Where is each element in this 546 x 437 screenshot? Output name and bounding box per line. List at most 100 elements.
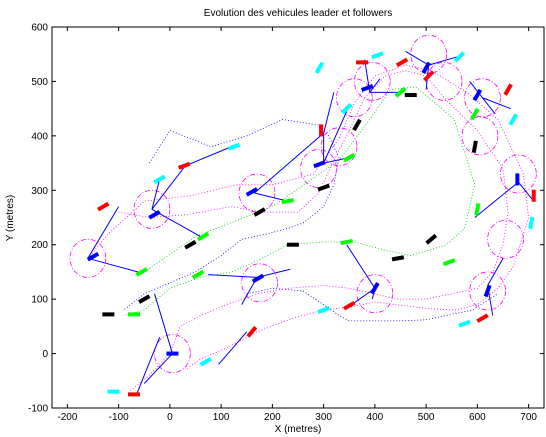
y-tick-label: 100 bbox=[31, 295, 48, 306]
connector-line-18 bbox=[428, 56, 458, 66]
vehicle-cyan-31 bbox=[508, 113, 518, 126]
vehicle-blue-15 bbox=[245, 187, 259, 197]
safety-circle-14 bbox=[356, 274, 394, 314]
vehicle-black-53 bbox=[471, 140, 478, 153]
vehicle-red-3 bbox=[423, 70, 435, 82]
safety-circle-4 bbox=[300, 149, 337, 188]
vehicle-cyan-29 bbox=[153, 174, 166, 185]
vehicle-blue-19 bbox=[472, 88, 483, 102]
connector-line-23 bbox=[517, 181, 535, 202]
connector-line-24 bbox=[487, 258, 504, 286]
vehicle-cyan-35 bbox=[199, 357, 212, 367]
vehicle-cyan-33 bbox=[458, 319, 471, 328]
trajectory-line-1 bbox=[123, 86, 476, 316]
vehicle-blue-13 bbox=[86, 251, 100, 262]
vehicle-green-41 bbox=[340, 238, 353, 246]
vehicle-green-38 bbox=[470, 107, 480, 121]
x-tick-label: -100 bbox=[109, 412, 129, 423]
trajectory-line-4 bbox=[123, 119, 340, 311]
safety-circle-5 bbox=[336, 78, 373, 118]
connector-line-29 bbox=[208, 274, 258, 278]
connector-line-27 bbox=[346, 244, 376, 289]
vehicle-black-50 bbox=[253, 207, 266, 217]
safety-circle-15 bbox=[241, 263, 278, 303]
x-tick-label: 700 bbox=[520, 412, 537, 423]
vehicle-blue-16 bbox=[313, 160, 326, 169]
x-tick-label: 500 bbox=[418, 412, 435, 423]
safety-circle-12 bbox=[487, 219, 524, 259]
connector-line-15 bbox=[369, 78, 381, 93]
y-tick-label: 600 bbox=[31, 23, 48, 34]
vehicle-black-49 bbox=[317, 183, 330, 192]
vehicle-green-47 bbox=[343, 152, 356, 163]
y-tick-label: -100 bbox=[28, 404, 48, 415]
plot-area: -200 -100 0 100 200 300 400 500 600 700 -100 0 100 20… bbox=[28, 23, 545, 423]
connector-line-34 bbox=[218, 331, 248, 365]
connector-line-33 bbox=[143, 353, 173, 384]
vehicle-green-39 bbox=[474, 203, 481, 216]
vehicle-green-45 bbox=[191, 269, 205, 280]
safety-circle-9 bbox=[464, 78, 501, 118]
vehicle-cyan-25 bbox=[371, 51, 384, 60]
vehicle-cyan-34 bbox=[317, 306, 330, 314]
vehicle-blue-22 bbox=[370, 282, 380, 295]
x-tick-label: 600 bbox=[469, 412, 486, 423]
connector-line-2 bbox=[87, 257, 142, 274]
connector-line-17 bbox=[405, 51, 429, 66]
data-layer bbox=[69, 34, 537, 397]
vehicle-blue-14 bbox=[148, 210, 161, 220]
axis-ticks: -200 -100 0 100 200 300 400 500 600 700 -100 0 100 20… bbox=[28, 23, 544, 423]
y-tick-label: 0 bbox=[42, 349, 48, 360]
vehicle-red-4 bbox=[503, 83, 513, 96]
vehicle-red-6 bbox=[476, 313, 489, 323]
vehicle-blue-18 bbox=[421, 61, 431, 75]
safety-circle-10 bbox=[461, 116, 499, 156]
vehicle-green-37 bbox=[394, 86, 407, 98]
axes-box bbox=[51, 26, 545, 409]
connector-line-20 bbox=[482, 97, 511, 110]
safety-circle-2 bbox=[133, 189, 171, 229]
safety-circle-6 bbox=[353, 61, 391, 101]
vehicle-cyan-28 bbox=[227, 142, 241, 151]
vehicle-black-57 bbox=[138, 294, 151, 304]
x-tick-label: -200 bbox=[57, 412, 77, 423]
vehicle-cyan-26 bbox=[341, 102, 353, 115]
vehicle-green-44 bbox=[135, 267, 148, 277]
vehicle-cyan-32 bbox=[528, 216, 535, 230]
connector-line-32 bbox=[154, 293, 173, 354]
vehicle-black-55 bbox=[391, 255, 405, 262]
vehicle-red-7 bbox=[343, 300, 356, 311]
vehicle-red-11 bbox=[177, 161, 191, 170]
vehicle-black-54 bbox=[425, 233, 438, 245]
connector-line-35 bbox=[136, 337, 161, 395]
vehicle-red-10 bbox=[97, 201, 110, 212]
connector-line-8 bbox=[254, 132, 324, 194]
vehicle-blue-17 bbox=[360, 84, 374, 92]
vehicle-green-42 bbox=[281, 198, 295, 205]
connector-line-12 bbox=[323, 111, 348, 164]
vehicle-cyan-27 bbox=[314, 61, 325, 75]
vehicle-black-51 bbox=[184, 239, 197, 250]
vehicle-blue-21 bbox=[483, 284, 492, 298]
vehicle-red-8 bbox=[246, 325, 258, 338]
vehicle-black-48 bbox=[352, 118, 362, 132]
safety-circle-3 bbox=[238, 173, 276, 213]
connector-line-6 bbox=[185, 146, 232, 167]
connector-line-19 bbox=[469, 81, 483, 99]
chart-title: Evolution des vehicules leader et follow… bbox=[204, 8, 392, 19]
y-axis-label: Y (metres) bbox=[5, 195, 16, 242]
connector-line-9 bbox=[323, 92, 335, 134]
x-tick-label: 0 bbox=[167, 412, 173, 423]
vehicle-green-40 bbox=[442, 258, 456, 267]
safety-circle-16 bbox=[154, 334, 191, 374]
vehicle-red-2 bbox=[395, 57, 409, 68]
vehicle-blue-23 bbox=[251, 273, 265, 284]
x-tick-label: 400 bbox=[367, 412, 384, 423]
vehicle-green-43 bbox=[196, 231, 210, 242]
x-tick-label: 100 bbox=[213, 412, 230, 423]
y-tick-label: 400 bbox=[31, 131, 48, 142]
trajectory-line-5 bbox=[246, 287, 499, 322]
safety-circle-1 bbox=[69, 238, 107, 278]
connector-line-7 bbox=[254, 192, 288, 202]
